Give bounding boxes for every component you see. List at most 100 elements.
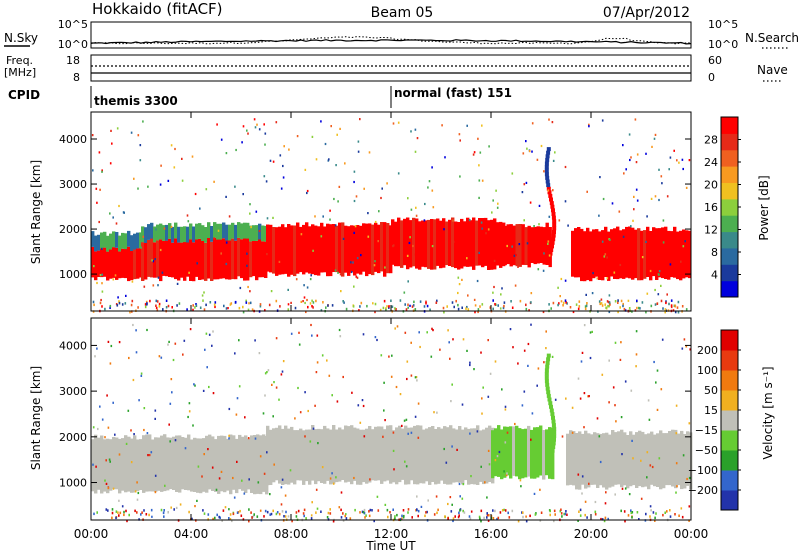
velocity-data-speckle [160,356,163,359]
power-data-band-0-cell [115,247,119,280]
velocity-data-band-3-cell [650,431,654,485]
power-data-clutter [597,310,599,313]
power-data-speckle [564,279,567,282]
power-data-clutter [608,304,610,308]
velocity-data-clutter [662,513,664,517]
velocity-data-clutter [332,520,335,523]
power-data-band-5-cell [571,230,575,277]
power-data-speckle [406,254,409,257]
velocity-data-speckle [339,335,342,338]
power-data-speckle [467,294,469,297]
velocity-data-clutter [128,513,130,517]
power-data-band-1-cell [177,242,181,281]
power-data-speckle [392,245,394,248]
power-data-clutter [558,302,560,305]
power-data-band-2-cell [293,225,297,277]
velocity-data-speckle [392,449,395,452]
velocity-data-band-0-cell [100,435,104,494]
velocity-data-speckle [514,422,516,426]
power-data-clutter [670,299,673,302]
velocity-data-band-1-cell [416,425,420,485]
power-data-speckle [96,201,98,204]
power-data-ytick-label: 2000 [59,223,87,236]
power-data-speckle [367,235,370,238]
velocity-data-speckle [588,395,590,398]
velocity-data-speckle [154,409,157,412]
velocity-data-band-0-cell [199,438,203,494]
velocity-data-band-0-cell [190,439,194,492]
power-data-edge-cell [171,226,175,243]
power-data-speckle [522,152,525,155]
power-data-speckle [139,159,142,162]
velocity-data-clutter [416,508,418,511]
velocity-data-band-2-cell [518,428,522,480]
velocity-data-clutter [688,519,690,522]
velocity-data-speckle [194,505,196,508]
velocity-data-band-1-cell [278,425,282,484]
velocity-data-speckle [647,399,650,402]
velocity-data-clutter [424,514,426,518]
velocity-data-speckle [632,457,634,460]
velocity-data-speckle [388,355,390,358]
power-data-speckle [468,219,471,222]
velocity-data-speckle [136,498,139,501]
power-data-clutter [130,303,133,307]
power-data-speckle [95,187,98,190]
velocity-data-speckle [125,442,128,445]
power-data-spike-cell [552,230,556,234]
velocity-data-speckle [134,490,137,493]
power-data-speckle [646,292,649,295]
velocity-data-speckle [443,447,445,451]
velocity-data-band-3-cell [590,434,594,485]
velocity-data-speckle [269,493,271,496]
power-data-speckle [548,118,550,121]
velocity-data-band-1-cell [320,429,324,483]
velocity-data-band-0-cell [262,434,266,492]
velocity-data-band-2-cell [515,425,519,477]
power-data-speckle [636,199,639,202]
power-data-band-3-cell [460,218,464,269]
freq-frame [90,54,692,82]
velocity-data-clutter [655,512,657,515]
power-data-clutter [598,300,601,303]
power-data-edge-cell [234,224,238,241]
velocity-data-speckle [640,459,642,462]
power-data-speckle [283,145,285,148]
velocity-data-band-3-cell [617,431,621,485]
power-data-speckle [646,215,648,218]
velocity-data-clutter [478,515,481,519]
power-data-band-3-cell [403,218,407,266]
velocity-data-band-1-cell [350,425,354,485]
power-data-band-2-cell [359,225,363,275]
velocity-data-speckle [206,366,208,369]
velocity-data-speckle [405,465,408,468]
power-data-speckle [151,259,153,262]
power-data-speckle [342,237,345,240]
power-data-speckle [329,218,331,221]
power-data-clutter [199,306,202,309]
nsky-tick-bottom: 10^0 [58,38,88,51]
power-data-speckle [306,191,308,195]
velocity-data-band-3-cell [575,433,579,490]
velocity-data-speckle [363,435,366,438]
velocity-data-speckle [248,478,250,481]
velocity-data-speckle [236,397,239,400]
power-data-band-2-cell [317,226,321,276]
velocity-data-speckle [182,353,184,356]
power-data-clutter [608,310,611,314]
velocity-data-speckle [605,491,607,494]
velocity-data-clutter [248,508,250,511]
power-data-clutter [359,305,361,308]
power-data-edge-cell [144,227,148,243]
velocity-data-speckle [132,378,135,382]
velocity-data-band-0-cell [151,439,155,492]
nsky-trace [91,39,692,45]
power-data-speckle [591,292,594,295]
velocity-data-clutter [594,510,597,514]
velocity-data-spike-cell [551,423,556,428]
velocity-data-clutter [248,519,250,523]
power-data-band-5-cell [682,229,686,279]
velocity-data-band-0-cell [256,434,260,494]
velocity-data-clutter [627,514,630,517]
power-data-speckle [407,280,409,283]
